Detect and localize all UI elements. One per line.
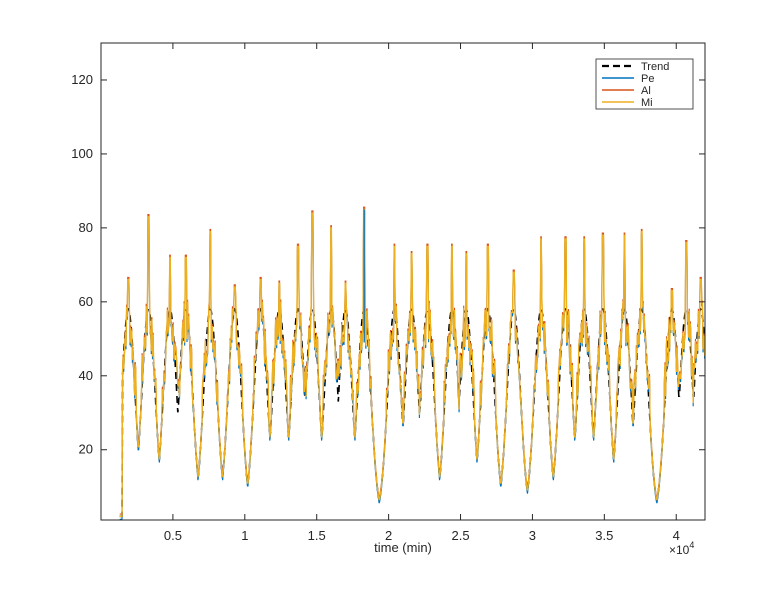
series-layer	[119, 206, 706, 520]
x-tick-label: 1.5	[308, 528, 326, 543]
y-tick-label: 60	[79, 294, 93, 309]
legend-label-mi: Mi	[641, 97, 653, 109]
y-tick-label: 20	[79, 442, 93, 457]
y-tick-label: 100	[71, 146, 93, 161]
x-tick-label: 2.5	[451, 528, 469, 543]
x-tick-label: 3	[529, 528, 536, 543]
legend-box	[595, 58, 694, 110]
legend-label-trend: Trend	[641, 61, 669, 73]
legend-label-pe: Pe	[641, 73, 654, 85]
tick-layer: 0.5 1 1.5 2 2.5 3 3.5 4 20 40 60 80 100 120	[71, 43, 705, 543]
x-tick-label: 1	[241, 528, 248, 543]
x-exponent-label: ×104	[669, 540, 694, 557]
y-tick-label: 120	[71, 72, 93, 87]
plot-area-frame	[100, 42, 706, 521]
x-tick-label: 4	[673, 528, 680, 543]
y-tick-label: 80	[79, 220, 93, 235]
x-exponent-power: 4	[689, 540, 694, 550]
x-tick-label: 2	[385, 528, 392, 543]
legend-label-al: Al	[641, 85, 651, 97]
x-axis-label: time (min)	[374, 540, 432, 555]
y-tick-label: 40	[79, 368, 93, 383]
x-tick-label: 0.5	[164, 528, 182, 543]
x-tick-label: 3.5	[595, 528, 613, 543]
series-line-mi	[119, 208, 706, 517]
